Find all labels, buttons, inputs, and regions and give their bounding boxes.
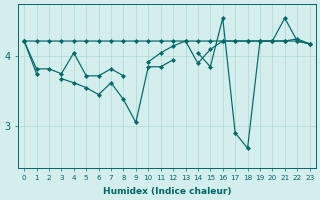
X-axis label: Humidex (Indice chaleur): Humidex (Indice chaleur) xyxy=(103,187,231,196)
